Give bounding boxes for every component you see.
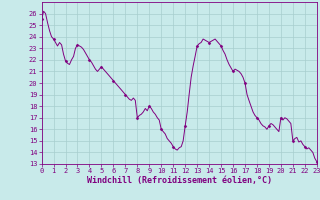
X-axis label: Windchill (Refroidissement éolien,°C): Windchill (Refroidissement éolien,°C) — [87, 176, 272, 185]
